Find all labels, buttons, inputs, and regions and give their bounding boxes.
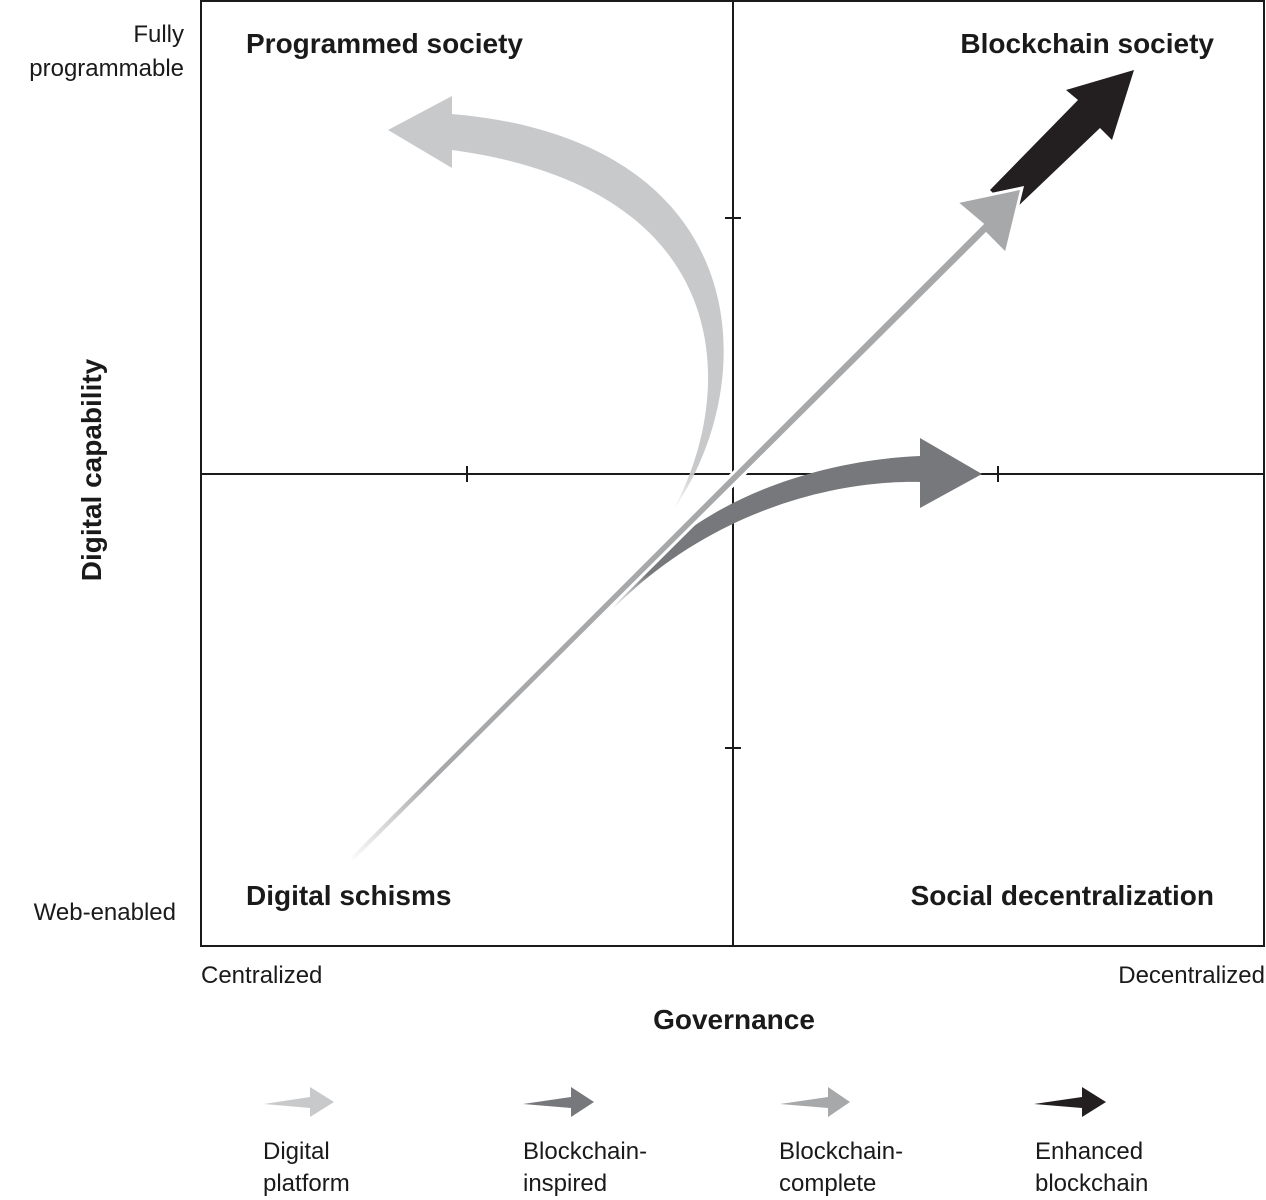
legend-label-enhanced-blockchain: Enhanced blockchain — [1035, 1136, 1148, 1200]
quadrant-label-blockchain-society: Blockchain society — [960, 28, 1214, 59]
legend-label-line: complete — [779, 1170, 877, 1197]
x-axis-left-label: Centralized — [201, 962, 323, 989]
y-axis-bottom-label: Web-enabled — [33, 899, 176, 926]
x-axis-title: Governance — [653, 1004, 815, 1035]
digital-platform-arrow — [388, 96, 724, 512]
legend-label-blockchain-inspired: Blockchain- inspired — [523, 1136, 647, 1200]
legend-swatch-digital-platform — [264, 1087, 334, 1117]
legend-label-line: platform — [263, 1170, 350, 1197]
legend-swatch-blockchain-complete — [780, 1087, 850, 1117]
legend-label-line: Digital — [263, 1138, 330, 1165]
enhanced-blockchain-arrow — [990, 70, 1134, 212]
legend-label-line: Blockchain- — [779, 1138, 904, 1165]
x-axis-right-label: Decentralized — [1118, 962, 1265, 989]
legend-label-blockchain-complete: Blockchain- complete — [779, 1136, 903, 1200]
tick-marks — [466, 217, 999, 749]
legend-swatches — [264, 1087, 1106, 1117]
legend-swatch-enhanced-blockchain — [1034, 1087, 1106, 1117]
y-axis-top-label: Fully programmable — [29, 21, 184, 82]
blockchain-complete-arrow — [345, 186, 1025, 864]
y-axis-title: Digital capability — [76, 358, 107, 582]
quadrant-label-digital-schisms: Digital schisms — [246, 880, 452, 911]
quadrant-label-social-decentralization: Social decentralization — [910, 880, 1214, 911]
legend-label-digital-platform: Digital platform — [263, 1136, 350, 1200]
legend-swatch-blockchain-inspired — [523, 1087, 594, 1117]
legend-label-line: Blockchain- — [523, 1138, 648, 1165]
legend-label-line: Enhanced — [1035, 1138, 1144, 1165]
legend-label-line: blockchain — [1035, 1170, 1149, 1197]
quadrant-label-programmed-society: Programmed society — [246, 28, 523, 59]
blockchain-inspired-arrow — [612, 438, 982, 610]
legend-label-line: inspired — [523, 1170, 608, 1197]
